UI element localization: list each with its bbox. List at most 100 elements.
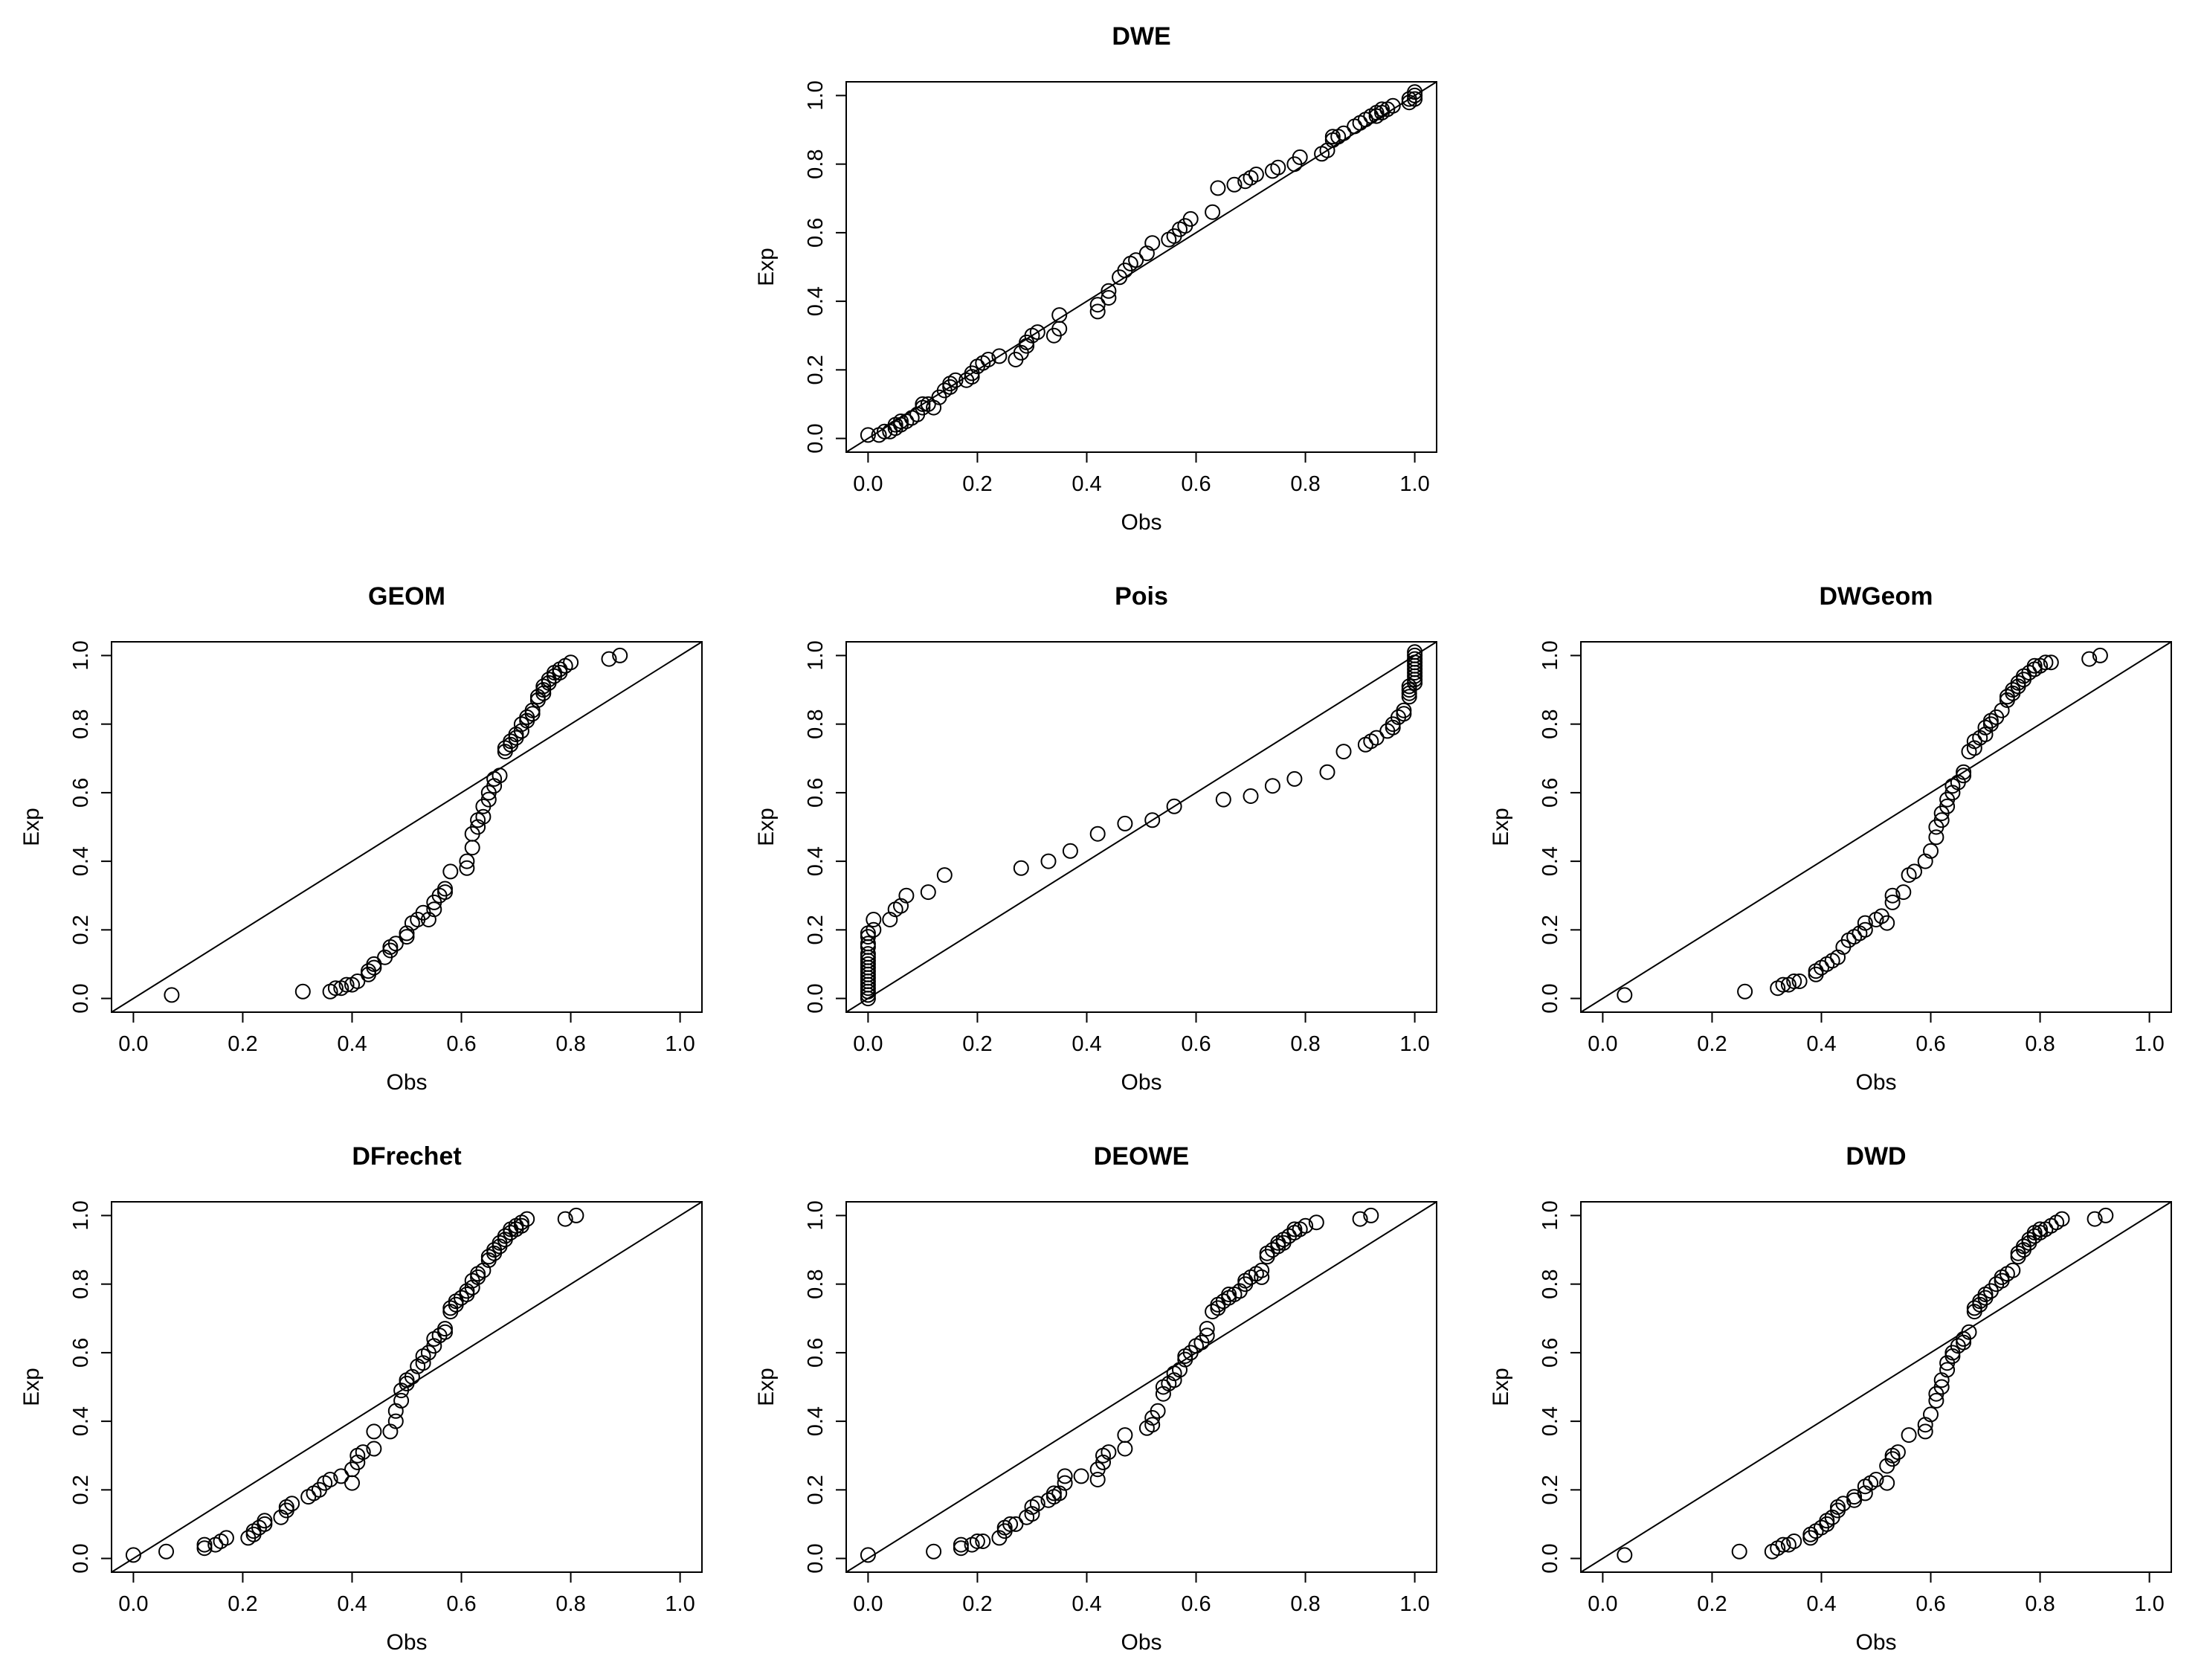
data-point <box>1407 644 1423 660</box>
data-point <box>1182 210 1199 227</box>
plot-frame <box>1580 641 2172 1013</box>
y-tick-label: 0.4 <box>804 846 828 876</box>
data-point <box>1089 297 1106 313</box>
y-tick-label: 1.0 <box>1538 1200 1562 1230</box>
data-point <box>327 980 344 997</box>
x-tick-label: 1.0 <box>665 1592 695 1616</box>
panel-dwgeom: DWGeom 0.0 0.2 0.4 0.6 0.8 1.0 0.0 0.2 0.4 0.6 0.8 1… <box>1469 560 2204 1120</box>
x-axis-label: Obs <box>1855 1070 1896 1095</box>
qq-plot-geom: GEOM 0.0 0.2 0.4 0.6 0.8 1.0 0.0 0.2 0.4 0.6 0.8 1.0… <box>19 582 703 1095</box>
panel-deowe: DEOWE 0.0 0.2 0.4 0.6 0.8 1.0 0.0 0.2 0.4 0.6 0.8 1.… <box>735 1120 1469 1680</box>
data-point <box>1901 1427 1917 1444</box>
chart-title: DWD <box>1846 1142 1906 1171</box>
scatter-points <box>860 1207 1379 1563</box>
y-axis-label: Exp <box>19 808 44 846</box>
y-axis: 0.0 0.2 0.4 0.6 0.8 1.0 <box>69 640 112 1014</box>
data-point <box>860 946 876 962</box>
data-point <box>969 1533 985 1549</box>
data-point <box>2005 1262 2021 1278</box>
data-point <box>2054 1211 2070 1227</box>
data-point <box>1117 815 1133 831</box>
y-tick-label: 0.0 <box>804 983 828 1013</box>
y-tick-label: 0.4 <box>804 286 828 316</box>
data-point <box>860 1547 876 1563</box>
panel-geom: GEOM 0.0 0.2 0.4 0.6 0.8 1.0 0.0 0.2 0.4 0.6 0.8 1.0… <box>0 560 735 1120</box>
y-tick-label: 0.2 <box>804 355 828 384</box>
data-point <box>1264 778 1280 794</box>
scatter-points <box>125 1207 584 1563</box>
data-point <box>1013 860 1029 876</box>
data-point <box>1889 1444 1906 1461</box>
x-tick-label: 0.2 <box>228 1592 257 1616</box>
data-point <box>1956 764 1972 780</box>
x-tick-label: 0.4 <box>1072 1592 1101 1616</box>
x-tick-label: 0.2 <box>962 472 992 496</box>
data-point <box>612 647 628 663</box>
data-point <box>355 1444 371 1461</box>
data-point <box>1407 87 1423 103</box>
x-tick-label: 0.4 <box>337 1592 367 1616</box>
data-point <box>1994 702 2010 718</box>
data-point <box>1939 798 1956 814</box>
data-point <box>164 987 180 1003</box>
plot-frame <box>845 641 1437 1013</box>
data-point <box>866 921 882 938</box>
y-tick-label: 0.4 <box>1538 1406 1562 1436</box>
data-point <box>1923 1406 1939 1423</box>
x-tick-label: 0.4 <box>1072 1032 1101 1056</box>
data-point <box>1368 730 1385 746</box>
data-point <box>437 1324 453 1340</box>
y-tick-label: 0.0 <box>804 423 828 453</box>
data-point <box>926 1543 942 1560</box>
data-point <box>1215 791 1231 808</box>
data-point <box>1335 125 1352 141</box>
data-point <box>1221 1287 1237 1302</box>
data-point <box>1884 887 1901 904</box>
data-point <box>2026 657 2043 674</box>
data-point <box>344 1475 360 1491</box>
x-tick-label: 0.2 <box>1697 1592 1727 1616</box>
data-point <box>1117 1441 1133 1457</box>
data-point <box>1396 706 1412 722</box>
y-tick-label: 0.8 <box>804 709 828 739</box>
y-tick-label: 1.0 <box>1538 640 1562 670</box>
data-point <box>1128 252 1144 268</box>
y-tick-label: 0.8 <box>1538 709 1562 739</box>
qq-plot-pois: Pois 0.0 0.2 0.4 0.6 0.8 1.0 0.0 0.2 0.4 0.6 0.8 1.0… <box>754 582 1437 1095</box>
x-axis-label: Obs <box>1121 510 1161 535</box>
data-point <box>492 767 508 784</box>
data-point <box>601 651 617 667</box>
data-point <box>936 867 953 884</box>
data-point <box>1857 921 1873 938</box>
data-point <box>1407 651 1423 667</box>
x-tick-label: 0.0 <box>853 1032 883 1056</box>
data-point <box>1928 1392 1944 1409</box>
x-tick-label: 0.4 <box>337 1032 367 1056</box>
data-point <box>1144 235 1161 251</box>
data-point <box>475 808 492 825</box>
x-axis: 0.0 0.2 0.4 0.6 0.8 1.0 <box>853 452 1430 496</box>
data-point <box>920 884 936 901</box>
data-point <box>1205 204 1221 220</box>
data-point <box>1270 159 1286 176</box>
y-tick-label: 0.0 <box>1538 983 1562 1013</box>
qq-plot-deowe: DEOWE 0.0 0.2 0.4 0.6 0.8 1.0 0.0 0.2 0.4 0.6 0.8 1.… <box>754 1142 1437 1655</box>
data-point <box>1029 1496 1045 1512</box>
x-tick-label: 1.0 <box>1399 1592 1429 1616</box>
data-point <box>1051 307 1068 324</box>
data-point <box>1210 180 1226 196</box>
y-tick-label: 0.4 <box>69 1406 93 1436</box>
x-axis-label: Obs <box>1121 1630 1161 1655</box>
data-point <box>125 1547 141 1563</box>
x-axis-label: Obs <box>1121 1070 1161 1095</box>
x-tick-label: 0.4 <box>1806 1032 1836 1056</box>
data-point <box>1961 1324 1977 1340</box>
data-point <box>1407 654 1423 671</box>
data-point <box>1319 142 1335 158</box>
data-point <box>1226 176 1243 193</box>
x-tick-label: 1.0 <box>1399 1032 1429 1056</box>
x-tick-label: 0.0 <box>853 1592 883 1616</box>
data-point <box>1286 1221 1303 1238</box>
x-tick-label: 0.4 <box>1072 472 1101 496</box>
